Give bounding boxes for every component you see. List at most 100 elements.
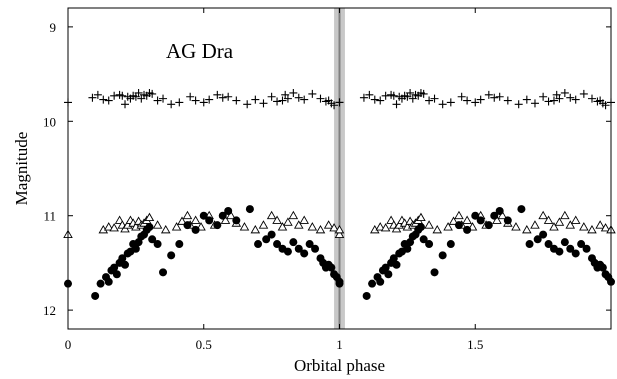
plus-point [425,96,434,105]
circle-point [121,260,130,269]
circle-point [167,251,176,260]
x-axis-label: Orbital phase [294,356,385,375]
triangle-point [522,224,532,234]
data-marks-layer [63,88,616,300]
circle-point [425,240,434,249]
circle-point [490,211,499,220]
triangle-point [587,224,597,234]
plus-point [267,92,276,101]
triangle-point [239,222,250,231]
circle-point [566,244,575,253]
plus-point [134,88,143,97]
circle-point [104,277,113,286]
plus-point [406,88,415,97]
plus-point [549,96,558,105]
triangle-point [538,210,548,220]
plus-point [587,94,596,103]
plus-point [213,90,222,99]
circle-point [403,244,412,253]
circle-point [262,235,271,244]
axis-ticks-layer: 0 0.5 1 1.5 9 10 11 12 [43,8,611,352]
plus-point [159,94,168,103]
circle-point [300,249,309,258]
circle-point [362,291,371,300]
circle-point [245,205,254,214]
plus-point [289,88,298,97]
plus-point [273,97,282,106]
triangle-point [323,220,334,229]
circle-point [96,279,105,288]
plus-point [93,90,102,99]
triangle-point [177,216,187,225]
plus-point [490,93,499,102]
plus-point [365,90,374,99]
triangle-point [511,222,521,231]
triangle-point [579,222,589,231]
circle-point [91,291,100,300]
plus-point [259,99,268,108]
circle-point [232,216,241,225]
plus-point [430,94,439,103]
triangle-point [565,220,576,229]
triangle-point [334,224,345,234]
plus-point [251,95,260,104]
triangle-point [109,223,119,232]
triangle-point [570,215,581,224]
triangle-point [182,210,193,220]
plus-point [167,100,176,109]
star-name-annotation: AG Dra [166,39,234,63]
plus-point [218,93,227,102]
circle-point [175,240,184,249]
x-tick-label: 0.5 [196,337,212,352]
triangle-point [288,210,299,220]
circle-point [294,244,303,253]
triangle-point [380,223,391,232]
plus-point [199,98,208,107]
triangle-point [258,220,269,229]
circle-point [112,270,121,279]
plus-point [224,92,233,101]
plus-point [503,96,512,105]
plus-point [175,98,184,107]
triangle-point [171,222,182,231]
plus-point [530,99,539,108]
triangle-point [160,224,171,234]
plus-point [104,96,113,105]
plus-point [376,96,385,105]
circle-point [159,268,168,277]
plus-point [514,100,523,109]
circle-point [273,240,282,249]
triangle-point [334,229,345,239]
circle-point [598,263,607,272]
circle-point [392,260,401,269]
triangle-point [315,224,326,234]
plus-point [389,91,398,100]
triangle-point [530,220,540,229]
plus-point [560,88,569,97]
circle-point [110,263,119,272]
circle-point [517,205,526,214]
plus-point [381,91,390,100]
triangle-point [299,215,309,224]
circle-point [471,211,480,220]
plus-point [278,96,287,105]
plus-point [544,97,553,106]
plus-point [118,91,127,100]
circle-point [484,221,493,230]
plus-point [438,100,447,109]
plus-point [484,90,493,99]
plus-point [191,96,200,105]
circle-point [577,240,586,249]
circle-point [224,206,233,215]
circle-point [289,238,298,247]
plus-point [359,93,368,102]
circle-point [199,211,208,220]
plus-point [148,89,157,98]
triangle-point [443,222,453,231]
plus-point [110,91,119,100]
plus-point [205,95,214,104]
circle-point [183,221,192,230]
x-tick-label: 1.5 [467,337,483,352]
plus-point [463,96,472,105]
